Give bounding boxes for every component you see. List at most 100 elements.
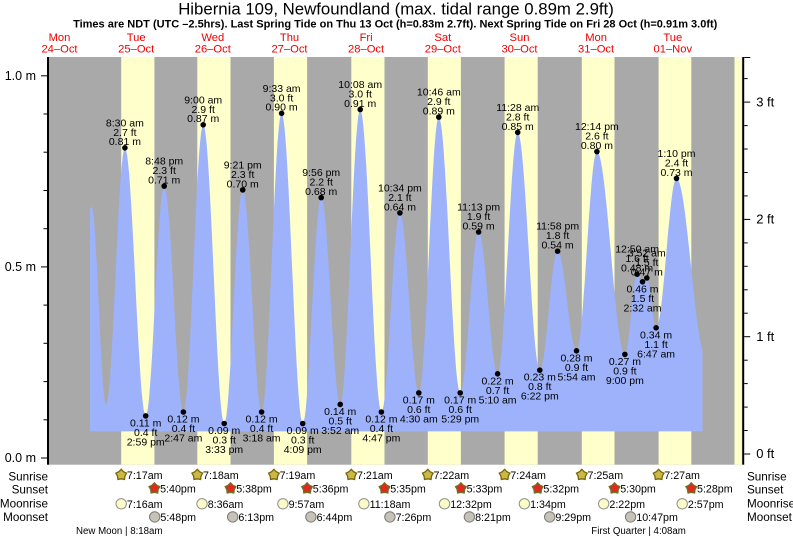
svg-text:Wed: Wed [201, 32, 224, 44]
svg-text:Moonrise: Moonrise [747, 497, 793, 510]
svg-text:0.34 m: 0.34 m [640, 329, 672, 341]
svg-text:0.4 ft: 0.4 ft [134, 427, 157, 439]
svg-text:28–Oct: 28–Oct [348, 44, 385, 56]
svg-text:0.48 m: 0.48 m [621, 263, 653, 275]
svg-text:Sat: Sat [434, 32, 452, 44]
svg-text:5:48pm: 5:48pm [160, 512, 196, 524]
svg-text:5:29 pm: 5:29 pm [441, 413, 479, 425]
svg-text:0.73 m: 0.73 m [660, 167, 692, 179]
svg-text:1.1 ft: 1.1 ft [644, 339, 667, 351]
svg-text:First Quarter | 4:08am: First Quarter | 4:08am [591, 526, 686, 537]
svg-text:9:00 pm: 9:00 pm [606, 375, 644, 387]
svg-text:5:40pm: 5:40pm [160, 484, 196, 496]
svg-text:Mon: Mon [585, 32, 607, 44]
svg-text:0.27 m: 0.27 m [609, 356, 641, 368]
svg-text:0 ft: 0 ft [756, 446, 774, 461]
svg-text:1.5 ft: 1.5 ft [635, 257, 658, 269]
svg-text:0.09 m: 0.09 m [208, 425, 240, 437]
svg-text:3.0 ft: 3.0 ft [270, 92, 293, 104]
svg-text:6:47 am: 6:47 am [637, 348, 675, 360]
svg-text:5:10 am: 5:10 am [479, 394, 517, 406]
svg-text:0.12 m: 0.12 m [246, 414, 278, 426]
svg-text:0.90 m: 0.90 m [266, 102, 298, 114]
svg-text:9:00 am: 9:00 am [184, 94, 222, 106]
svg-text:0.12 m: 0.12 m [365, 414, 397, 426]
svg-text:5:36pm: 5:36pm [313, 484, 349, 496]
svg-text:0.68 m: 0.68 m [305, 186, 337, 198]
svg-text:31–Oct: 31–Oct [578, 44, 615, 56]
svg-text:2.8 ft: 2.8 ft [506, 111, 529, 123]
svg-text:5:33pm: 5:33pm [467, 484, 503, 496]
svg-text:9:21 pm: 9:21 pm [224, 159, 262, 171]
svg-text:24–Oct: 24–Oct [41, 44, 78, 56]
svg-text:0.09 m: 0.09 m [287, 425, 319, 437]
svg-text:Mon: Mon [49, 32, 71, 44]
svg-text:5:32pm: 5:32pm [543, 484, 579, 496]
svg-text:0.87 m: 0.87 m [187, 113, 219, 125]
svg-text:7:22am: 7:22am [434, 470, 470, 482]
svg-text:0.4 ft: 0.4 ft [250, 423, 273, 435]
svg-text:7:27am: 7:27am [664, 470, 700, 482]
svg-text:1.6 ft: 1.6 ft [625, 253, 648, 265]
svg-text:01–Nov: 01–Nov [654, 44, 693, 56]
svg-text:0.80 m: 0.80 m [581, 140, 613, 152]
svg-text:0.17 m: 0.17 m [444, 394, 476, 406]
svg-text:0.17 m: 0.17 m [403, 394, 435, 406]
svg-text:6:13pm: 6:13pm [238, 512, 274, 524]
svg-text:5:28pm: 5:28pm [697, 484, 733, 496]
svg-text:6:22 pm: 6:22 pm [521, 391, 559, 403]
svg-text:7:16am: 7:16am [127, 499, 163, 511]
svg-text:12:32pm: 12:32pm [450, 499, 492, 511]
svg-text:0.4 ft: 0.4 ft [172, 423, 195, 435]
svg-text:0.3 ft: 0.3 ft [213, 435, 236, 447]
svg-text:2:32 am: 2:32 am [624, 302, 662, 314]
svg-text:3:52 am: 3:52 am [321, 425, 359, 437]
svg-text:2.9 ft: 2.9 ft [427, 96, 450, 108]
svg-text:2.3 ft: 2.3 ft [153, 165, 176, 177]
svg-text:Sunrise: Sunrise [8, 470, 48, 483]
svg-text:0.4 ft: 0.4 ft [370, 423, 393, 435]
svg-text:0.5 ft: 0.5 ft [329, 415, 352, 427]
svg-text:Thu: Thu [280, 32, 299, 44]
svg-text:0.5 m: 0.5 m [5, 260, 36, 274]
svg-text:5:38pm: 5:38pm [236, 484, 272, 496]
svg-text:8:21pm: 8:21pm [475, 512, 511, 524]
svg-text:0.0 m: 0.0 m [5, 451, 36, 465]
svg-text:2.6 ft: 2.6 ft [585, 131, 608, 143]
svg-text:0.70 m: 0.70 m [227, 178, 259, 190]
svg-text:9:57am: 9:57am [289, 499, 325, 511]
svg-text:0.7 ft: 0.7 ft [486, 385, 509, 397]
svg-text:Moonrise: Moonrise [0, 497, 48, 510]
svg-text:7:26pm: 7:26pm [396, 512, 432, 524]
svg-text:Sunset: Sunset [12, 483, 49, 496]
svg-text:Hibernia 109, Newfoundland (ma: Hibernia 109, Newfoundland (max. tidal r… [178, 0, 614, 19]
svg-text:27–Oct: 27–Oct [271, 44, 308, 56]
svg-text:Sunrise: Sunrise [747, 470, 787, 483]
svg-text:0.9 ft: 0.9 ft [565, 362, 588, 374]
svg-text:0.59 m: 0.59 m [463, 220, 495, 232]
svg-text:Moonset: Moonset [747, 511, 793, 524]
svg-text:1.8 ft: 1.8 ft [546, 230, 569, 242]
svg-text:10:34 pm: 10:34 pm [378, 182, 422, 194]
svg-text:5:30pm: 5:30pm [620, 484, 656, 496]
svg-text:11:58 pm: 11:58 pm [536, 221, 579, 233]
svg-text:2.2 ft: 2.2 ft [310, 177, 333, 189]
svg-text:7:24am: 7:24am [510, 470, 546, 482]
svg-text:Sunset: Sunset [747, 483, 784, 496]
svg-text:0.22 m: 0.22 m [482, 375, 514, 387]
svg-text:30–Oct: 30–Oct [501, 44, 538, 56]
svg-text:3 ft: 3 ft [756, 94, 774, 109]
svg-text:5:54 am: 5:54 am [558, 371, 596, 383]
svg-text:1:10 pm: 1:10 pm [658, 148, 696, 160]
svg-text:2:59 pm: 2:59 pm [127, 436, 165, 448]
svg-text:1.5 ft: 1.5 ft [631, 293, 654, 305]
svg-text:5:35pm: 5:35pm [390, 484, 426, 496]
svg-text:9:33 am: 9:33 am [263, 83, 301, 95]
svg-text:Times are NDT (UTC –2.5hrs). L: Times are NDT (UTC –2.5hrs). Last Spring… [73, 19, 718, 31]
svg-text:1 ft: 1 ft [756, 329, 774, 344]
svg-text:2.1 ft: 2.1 ft [388, 192, 411, 204]
svg-text:10:08 am: 10:08 am [338, 79, 382, 91]
svg-text:0.11 m: 0.11 m [130, 417, 162, 429]
svg-text:0.28 m: 0.28 m [560, 352, 592, 364]
svg-text:0.71 m: 0.71 m [148, 175, 180, 187]
